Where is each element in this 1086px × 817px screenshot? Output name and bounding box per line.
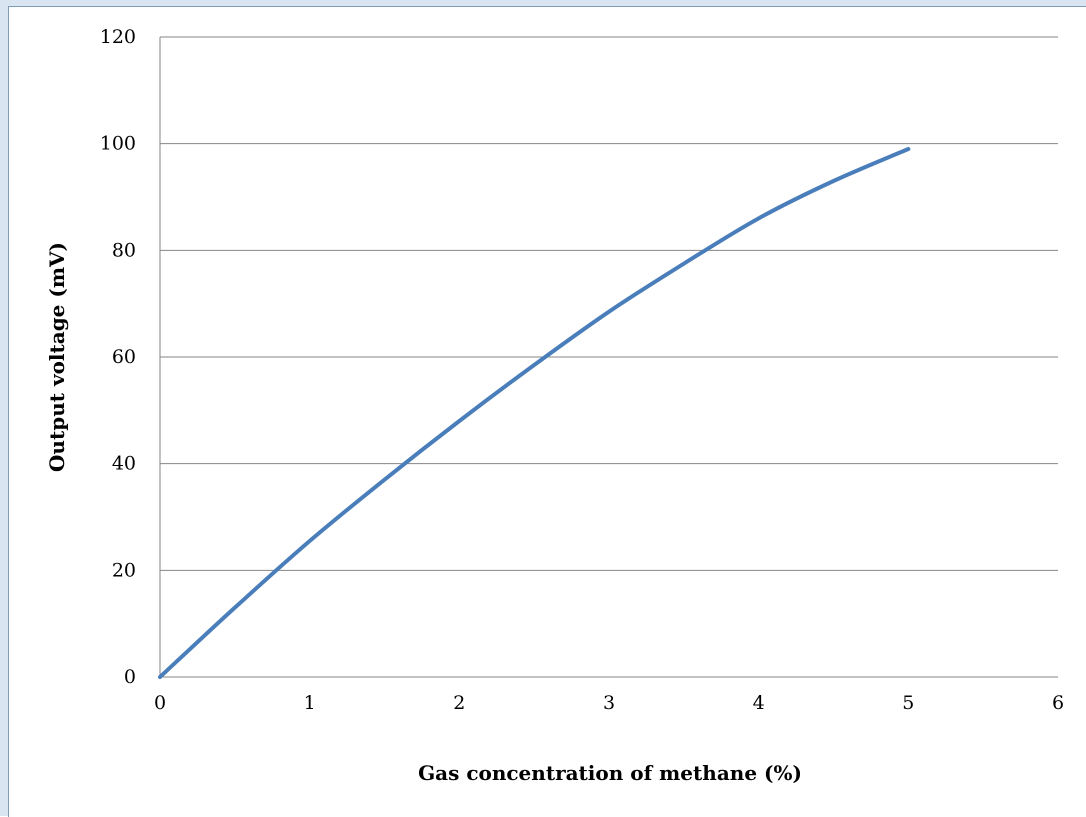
x-axis-title: Gas concentration of methane (%) — [418, 761, 802, 785]
y-tick-labels: 0 20 40 60 80 100 120 — [100, 26, 136, 688]
axes — [159, 37, 1058, 678]
y-tick-label: 60 — [112, 346, 136, 368]
chart-area — [8, 6, 1086, 817]
x-tick-label: 2 — [453, 692, 465, 714]
y-tick-label: 100 — [100, 133, 136, 155]
series-line-0 — [158, 147, 911, 679]
x-tick-label: 6 — [1052, 692, 1064, 714]
y-tick-label: 120 — [100, 26, 136, 48]
y-tick-label: 0 — [124, 666, 136, 688]
y-tick-label: 40 — [112, 453, 136, 475]
x-tick-label: 1 — [304, 692, 316, 714]
x-tick-label: 5 — [902, 692, 914, 714]
y-axis-title: Output voltage (mV) — [45, 242, 69, 472]
x-tick-label: 4 — [753, 692, 765, 714]
x-tick-label: 0 — [154, 692, 166, 714]
gridlines — [160, 36, 1058, 571]
series-group — [158, 147, 911, 679]
y-tick-label: 80 — [112, 239, 136, 261]
y-tick-label: 20 — [112, 559, 136, 581]
x-tick-label: 3 — [603, 692, 615, 714]
x-tick-labels: 0 1 2 3 4 5 6 — [154, 692, 1064, 714]
